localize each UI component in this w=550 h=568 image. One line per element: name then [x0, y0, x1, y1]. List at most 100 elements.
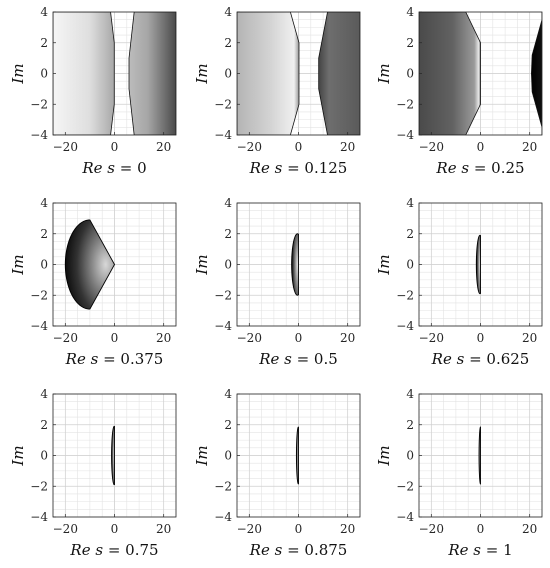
y-tick-label: −4 [396, 510, 414, 524]
region-right [128, 12, 176, 135]
y-tick-label: 4 [224, 196, 232, 210]
y-tick-label: −2 [30, 288, 48, 302]
y-axis-label: Im [9, 254, 27, 275]
y-axis-label: Im [375, 445, 393, 466]
data-shapes [475, 234, 481, 295]
x-tick-label: 20 [522, 522, 537, 536]
y-tick-label: 2 [224, 36, 232, 50]
y-tick-label: −2 [396, 479, 414, 493]
y-tick-label: −4 [214, 128, 232, 142]
y-tick-label: 0 [224, 67, 232, 81]
data-shapes [237, 12, 360, 135]
data-shapes [419, 12, 542, 135]
x-tick-label: −20 [419, 140, 444, 154]
y-axis-label: Im [375, 63, 393, 84]
y-tick-label: 2 [40, 418, 48, 432]
y-tick-label: 2 [406, 36, 414, 50]
x-tick-label: 0 [477, 522, 485, 536]
x-tick-label: −20 [53, 331, 78, 345]
y-tick-label: 0 [40, 67, 48, 81]
x-label-value: = 0.75 [103, 541, 159, 559]
data-shapes [53, 12, 176, 135]
x-tick-label: 20 [340, 331, 355, 345]
x-label-prefix: Re s [69, 541, 103, 559]
x-axis-label: Re s = 0.5 [258, 350, 338, 368]
x-label-value: = 0.5 [292, 350, 338, 368]
y-tick-label: 2 [406, 227, 414, 241]
x-label-prefix: Re s [249, 541, 283, 559]
x-tick-label: 20 [156, 331, 171, 345]
x-tick-label: 0 [477, 140, 485, 154]
x-label-value: = 0.625 [464, 350, 529, 368]
x-tick-label: 0 [295, 331, 303, 345]
x-tick-label: −20 [419, 522, 444, 536]
x-tick-label: −20 [53, 140, 78, 154]
region-blob [478, 426, 481, 485]
data-shapes [295, 426, 299, 485]
y-tick-label: −4 [396, 128, 414, 142]
x-label-value: = 0 [115, 159, 147, 177]
region-blob [291, 233, 299, 296]
y-tick-label: 2 [224, 227, 232, 241]
x-tick-label: 20 [522, 140, 537, 154]
x-axis-label: Re s = 0.875 [249, 541, 348, 559]
x-tick-label: 0 [111, 331, 119, 345]
data-shapes [64, 219, 116, 310]
x-tick-label: 0 [111, 140, 119, 154]
region-left [53, 12, 115, 135]
x-axis-label: Re s = 0.375 [65, 350, 164, 368]
x-tick-label: −20 [237, 331, 262, 345]
x-label-prefix: Re s [435, 159, 469, 177]
y-tick-label: −2 [396, 97, 414, 111]
y-tick-label: −2 [30, 97, 48, 111]
y-tick-label: 0 [40, 449, 48, 463]
region-blob [475, 234, 481, 295]
y-tick-label: −4 [214, 319, 232, 333]
y-tick-label: −4 [214, 510, 232, 524]
region-right [531, 12, 542, 135]
x-axis-label: Re s = 0.25 [435, 159, 524, 177]
x-tick-label: −20 [237, 522, 262, 536]
y-tick-label: −2 [214, 288, 232, 302]
region-left [237, 12, 300, 135]
y-axis-label: Im [193, 254, 211, 275]
y-tick-label: 0 [406, 67, 414, 81]
x-axis-label: Re s = 0.625 [431, 350, 530, 368]
y-tick-label: 0 [224, 449, 232, 463]
x-tick-label: 20 [522, 331, 537, 345]
x-tick-label: 20 [156, 522, 171, 536]
x-tick-label: 0 [111, 522, 119, 536]
y-tick-label: 4 [406, 196, 414, 210]
y-tick-label: 4 [406, 5, 414, 19]
y-tick-label: 2 [40, 227, 48, 241]
x-label-prefix: Re s [447, 541, 481, 559]
y-tick-label: −2 [214, 97, 232, 111]
x-label-value: = 0.25 [469, 159, 525, 177]
y-tick-label: 0 [406, 449, 414, 463]
region-left [419, 12, 481, 135]
data-shapes [291, 233, 299, 296]
x-label-prefix: Re s [431, 350, 465, 368]
y-tick-label: 2 [406, 418, 414, 432]
x-tick-label: 0 [477, 331, 485, 345]
x-axis-label: Re s = 1 [447, 541, 512, 559]
x-label-value: = 0.875 [282, 541, 347, 559]
x-label-value: = 1 [481, 541, 513, 559]
y-tick-label: −2 [214, 479, 232, 493]
region-right [318, 12, 360, 135]
x-label-prefix: Re s [65, 350, 99, 368]
x-label-prefix: Re s [258, 350, 292, 368]
